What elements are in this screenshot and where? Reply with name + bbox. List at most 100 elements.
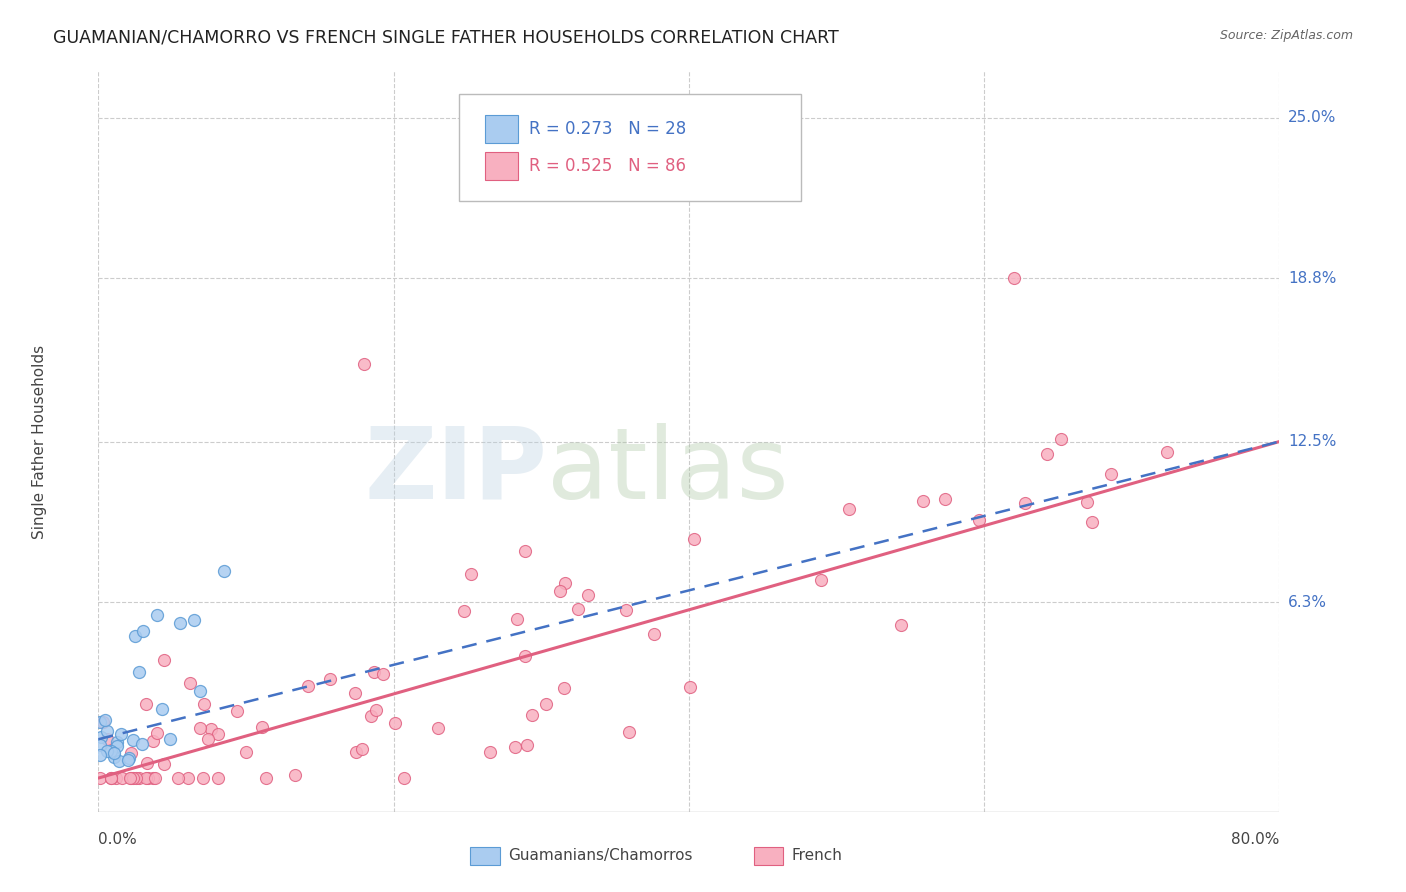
Point (146, 726, 169, 740)
Point (1002, 271, 1025, 285)
Point (363, 665, 385, 679)
Point (120, 771, 142, 785)
Point (89, 748, 111, 763)
Point (1080, 516, 1102, 530)
Point (100, 771, 122, 785)
Point (121, 733, 143, 747)
Point (117, 751, 139, 765)
Point (150, 701, 173, 715)
Point (142, 734, 165, 748)
Point (513, 543, 536, 558)
Point (89, 714, 111, 729)
Point (553, 681, 575, 695)
Text: 12.5%: 12.5% (1288, 434, 1337, 449)
Point (197, 732, 219, 747)
Point (169, 615, 191, 630)
Point (1099, 467, 1122, 481)
Point (505, 739, 527, 754)
Text: Guamanians/Chamorros: Guamanians/Chamorros (508, 848, 693, 863)
Point (128, 665, 150, 679)
Point (460, 567, 482, 582)
Point (284, 768, 307, 782)
Point (207, 726, 229, 740)
Point (136, 771, 159, 785)
Point (350, 742, 373, 756)
Point (94, 713, 117, 727)
Point (90, 730, 112, 744)
Point (108, 754, 131, 768)
FancyBboxPatch shape (485, 115, 517, 144)
Point (912, 494, 935, 508)
Point (167, 771, 190, 785)
Point (132, 624, 155, 638)
Point (453, 603, 475, 617)
Point (392, 771, 415, 785)
Point (235, 745, 257, 759)
Point (193, 697, 215, 711)
Text: R = 0.273   N = 28: R = 0.273 N = 28 (530, 120, 686, 138)
Point (1156, 444, 1178, 458)
Point (131, 737, 153, 751)
Point (96, 744, 118, 758)
Point (136, 756, 159, 770)
Point (207, 771, 229, 785)
Point (105, 735, 128, 749)
Point (254, 771, 277, 785)
Point (143, 771, 166, 785)
Text: ZIP: ZIP (364, 423, 547, 520)
Point (128, 771, 150, 785)
Point (159, 731, 181, 746)
Point (838, 502, 860, 516)
Point (146, 607, 169, 622)
Point (89, 738, 111, 752)
Point (125, 771, 148, 785)
Point (934, 491, 956, 506)
Text: R = 0.525   N = 86: R = 0.525 N = 86 (530, 157, 686, 175)
Text: French: French (792, 848, 842, 863)
Point (122, 771, 145, 785)
Text: 80.0%: 80.0% (1232, 832, 1279, 847)
Point (212, 564, 235, 578)
Point (153, 756, 176, 771)
Point (548, 583, 571, 598)
FancyBboxPatch shape (754, 847, 783, 865)
Text: Source: ZipAtlas.com: Source: ZipAtlas.com (1219, 29, 1353, 42)
Point (643, 627, 665, 641)
Point (179, 676, 201, 690)
Point (360, 709, 382, 723)
Point (1050, 432, 1073, 446)
Point (366, 703, 388, 717)
FancyBboxPatch shape (471, 847, 501, 865)
Point (616, 603, 638, 617)
Point (96, 732, 118, 747)
Point (111, 771, 134, 785)
Point (135, 771, 157, 785)
Point (344, 745, 367, 759)
Point (142, 771, 165, 785)
Point (188, 722, 211, 736)
Point (176, 771, 198, 785)
Text: 25.0%: 25.0% (1288, 111, 1337, 126)
Point (522, 708, 544, 723)
Point (191, 771, 214, 785)
Text: 0.0%: 0.0% (98, 832, 138, 847)
Point (516, 738, 538, 752)
Point (120, 771, 142, 785)
Point (103, 747, 125, 761)
Point (576, 588, 599, 602)
Point (183, 613, 205, 627)
Point (124, 629, 146, 643)
Text: GUAMANIAN/CHAMORRO VS FRENCH SINGLE FATHER HOUSEHOLDS CORRELATION CHART: GUAMANIAN/CHAMORRO VS FRENCH SINGLE FATH… (53, 29, 839, 46)
Point (384, 716, 406, 731)
Point (297, 679, 319, 693)
Point (353, 357, 375, 371)
Point (91, 714, 114, 729)
Point (188, 683, 211, 698)
Point (250, 720, 273, 734)
Point (100, 744, 122, 758)
FancyBboxPatch shape (485, 152, 517, 180)
Text: 6.3%: 6.3% (1288, 595, 1327, 609)
Point (567, 602, 589, 616)
Point (344, 686, 367, 700)
Point (1076, 494, 1098, 508)
